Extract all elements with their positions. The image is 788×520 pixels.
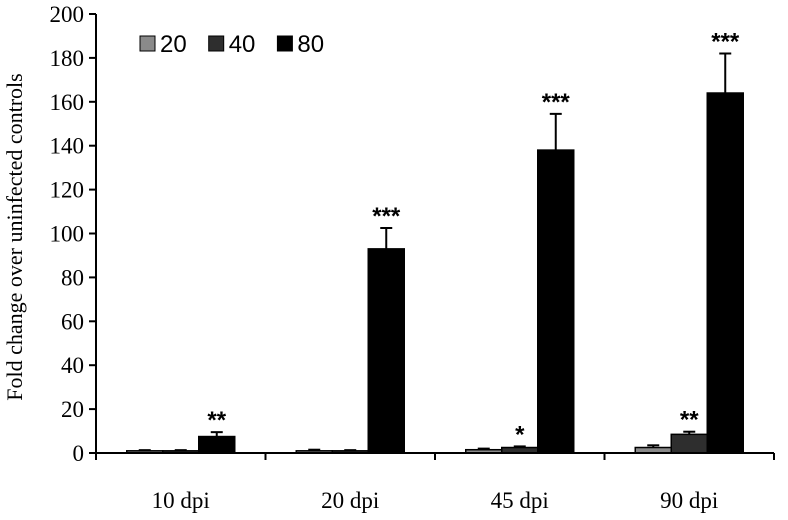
x-axis: 10 dpi 20 dpi 45 dpi 90 dpi	[95, 452, 775, 513]
legend: 20 40 80	[139, 31, 324, 58]
bars: **************	[126, 29, 744, 454]
significance-label: *	[515, 421, 525, 448]
legend-label: 80	[297, 31, 324, 58]
y-tick-label: 20	[61, 397, 84, 422]
significance-label: **	[680, 407, 699, 434]
y-tick-label: 140	[50, 134, 85, 159]
x-tick-label: 90 dpi	[660, 488, 718, 513]
legend-swatch	[208, 35, 225, 52]
x-tick-label: 45 dpi	[491, 488, 549, 513]
bar	[198, 435, 236, 454]
y-tick-label: 200	[50, 2, 85, 27]
x-tick-label: 10 dpi	[152, 488, 210, 513]
significance-label: ***	[372, 203, 401, 230]
y-axis-label: Fold change over uninfected controls	[2, 73, 27, 400]
legend-label: 20	[160, 31, 187, 58]
significance-label: **	[207, 407, 226, 434]
legend-swatch	[139, 35, 156, 52]
y-tick-label: 60	[61, 309, 84, 334]
y-tick-label: 0	[73, 441, 85, 466]
x-tick-label: 20 dpi	[321, 488, 379, 513]
y-axis: 0 20 40 60 80 100 120 140 160 180 200	[50, 2, 97, 466]
bar	[367, 248, 405, 454]
bar	[706, 92, 744, 454]
y-tick-label: 100	[50, 222, 85, 247]
legend-swatch	[276, 35, 293, 52]
y-tick-label: 80	[61, 265, 84, 290]
y-tick-label: 180	[50, 46, 85, 71]
bar	[670, 433, 708, 454]
y-tick-label: 40	[61, 353, 84, 378]
legend-label: 40	[229, 31, 256, 58]
y-tick-label: 160	[50, 90, 85, 115]
bar	[537, 149, 575, 454]
significance-label: ***	[711, 29, 740, 56]
significance-label: ***	[542, 89, 571, 116]
y-tick-label: 120	[50, 178, 85, 203]
